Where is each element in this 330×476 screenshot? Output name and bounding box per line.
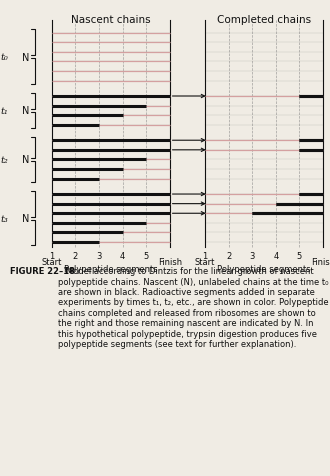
Text: Nascent chains: Nascent chains — [71, 15, 150, 25]
Text: FIGURE 22–18: FIGURE 22–18 — [10, 267, 75, 276]
Text: t₀: t₀ — [1, 53, 9, 62]
Text: Completed chains: Completed chains — [217, 15, 311, 25]
Text: t₃: t₃ — [1, 214, 9, 223]
Text: 1: 1 — [49, 251, 54, 260]
Text: 4: 4 — [273, 251, 279, 260]
Text: t₁: t₁ — [1, 107, 9, 116]
Text: 3: 3 — [96, 251, 102, 260]
Text: 5: 5 — [297, 251, 302, 260]
Text: N: N — [22, 106, 30, 116]
Text: Polypeptide segments: Polypeptide segments — [64, 264, 158, 273]
Text: t₂: t₂ — [1, 156, 9, 165]
Text: Start: Start — [195, 258, 215, 267]
Text: N: N — [22, 52, 30, 62]
Text: 2: 2 — [226, 251, 231, 260]
Text: 3: 3 — [249, 251, 255, 260]
Text: Finish: Finish — [311, 258, 330, 267]
Text: Polypeptide segments: Polypeptide segments — [217, 264, 311, 273]
Text: N: N — [22, 155, 30, 165]
Text: Model according to Dintzis for the linear growth of nascent polypeptide chains. : Model according to Dintzis for the linea… — [58, 267, 329, 348]
Text: 2: 2 — [73, 251, 78, 260]
Text: N: N — [22, 214, 30, 224]
Text: 5: 5 — [144, 251, 149, 260]
Text: Finish: Finish — [158, 258, 182, 267]
Text: 1: 1 — [202, 251, 208, 260]
Text: Start: Start — [42, 258, 62, 267]
Text: 4: 4 — [120, 251, 125, 260]
